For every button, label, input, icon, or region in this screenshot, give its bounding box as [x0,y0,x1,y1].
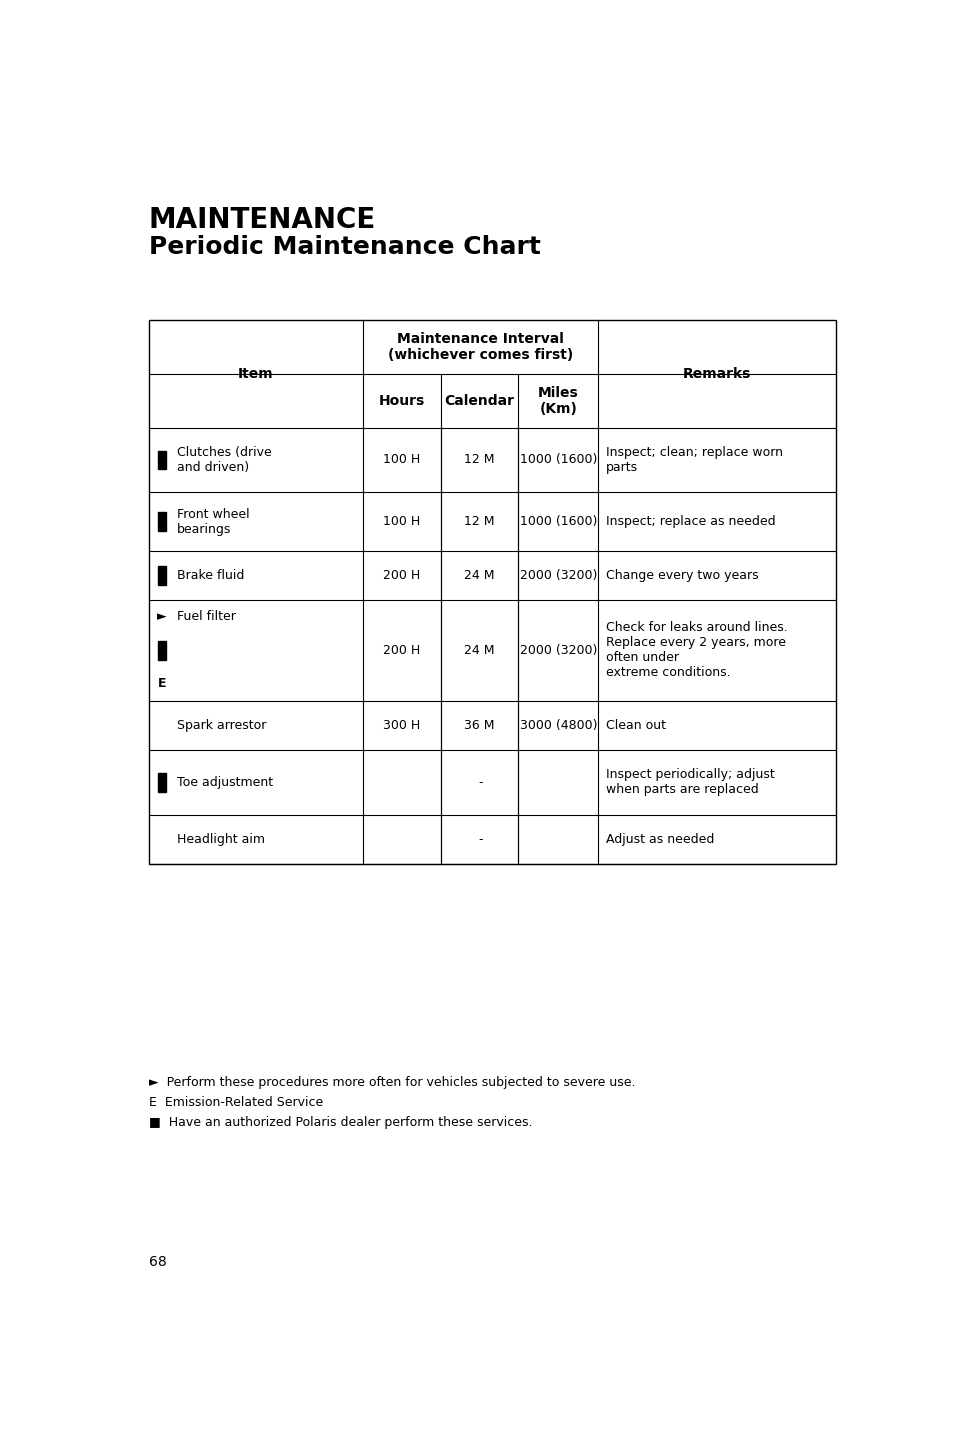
Text: Remarks: Remarks [682,366,751,381]
Text: 12 M: 12 M [464,515,495,528]
Text: 24 M: 24 M [464,569,495,582]
Text: 24 M: 24 M [464,644,495,657]
Bar [158,566,166,585]
Text: Hours: Hours [378,394,425,407]
Text: MAINTENANCE: MAINTENANCE [149,206,375,234]
Bar [158,641,166,660]
Text: Spark arrestor: Spark arrestor [176,718,266,731]
Text: 200 H: 200 H [383,644,420,657]
Text: 12 M: 12 M [464,454,495,467]
Text: Clean out: Clean out [605,718,665,731]
Text: Item: Item [238,366,274,381]
Text: E  Emission-Related Service: E Emission-Related Service [149,1096,323,1109]
Text: Front wheel
bearings: Front wheel bearings [176,507,250,535]
Text: Inspect periodically; adjust
when parts are replaced: Inspect periodically; adjust when parts … [605,768,774,797]
Text: Fuel filter: Fuel filter [176,611,235,624]
Text: 2000 (3200): 2000 (3200) [519,569,597,582]
Text: Check for leaks around lines.
Replace every 2 years, more
often under
extreme co: Check for leaks around lines. Replace ev… [605,621,786,679]
Text: E: E [157,678,166,691]
Text: 100 H: 100 H [383,515,420,528]
Text: -: - [478,833,482,846]
Text: Toe adjustment: Toe adjustment [176,776,273,790]
Bar [158,512,166,531]
Text: Inspect; replace as needed: Inspect; replace as needed [605,515,775,528]
Text: Headlight aim: Headlight aim [176,833,265,846]
Text: Inspect; clean; replace worn
parts: Inspect; clean; replace worn parts [605,446,781,474]
Bar [158,774,166,792]
Text: 68: 68 [149,1255,167,1269]
Text: Change every two years: Change every two years [605,569,758,582]
Text: 36 M: 36 M [464,718,495,731]
Text: 1000 (1600): 1000 (1600) [519,515,597,528]
Text: 1000 (1600): 1000 (1600) [519,454,597,467]
Text: -: - [478,776,482,790]
Text: Adjust as needed: Adjust as needed [605,833,714,846]
Text: Calendar: Calendar [444,394,515,407]
Text: 100 H: 100 H [383,454,420,467]
Text: Periodic Maintenance Chart: Periodic Maintenance Chart [149,236,540,259]
Text: Maintenance Interval
(whichever comes first): Maintenance Interval (whichever comes fi… [388,332,573,362]
Text: Clutches (drive
and driven): Clutches (drive and driven) [176,446,272,474]
Text: 200 H: 200 H [383,569,420,582]
Text: 300 H: 300 H [383,718,420,731]
Bar [158,451,166,470]
Text: ►: ► [157,611,167,624]
Text: 3000 (4800): 3000 (4800) [519,718,597,731]
Text: ■  Have an authorized Polaris dealer perform these services.: ■ Have an authorized Polaris dealer perf… [149,1117,532,1130]
Text: 2000 (3200): 2000 (3200) [519,644,597,657]
Text: ►  Perform these procedures more often for vehicles subjected to severe use.: ► Perform these procedures more often fo… [149,1076,635,1089]
Text: Brake fluid: Brake fluid [176,569,244,582]
Bar [149,320,836,864]
Text: Miles
(Km): Miles (Km) [537,385,578,416]
